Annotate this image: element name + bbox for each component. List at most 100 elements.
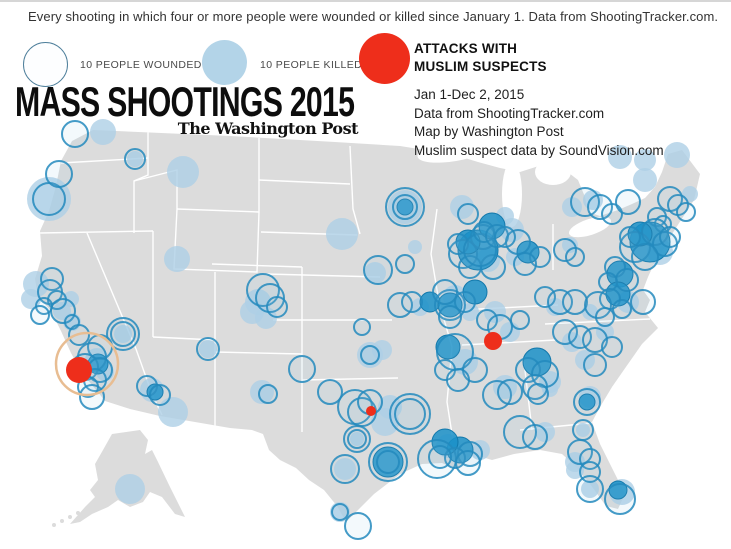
legend-muslim-circle <box>359 33 410 84</box>
shooting-bubble <box>587 194 613 220</box>
shooting-bubble <box>127 151 143 167</box>
shooting-bubble <box>634 149 656 171</box>
muslim-attack-dot <box>66 357 92 383</box>
state-borders <box>39 130 651 448</box>
shooting-bubble <box>570 187 600 217</box>
legend-killed-label: 10 PEOPLE KILLED <box>260 59 363 71</box>
shooting-bubble <box>50 298 76 324</box>
shooting-bubble <box>576 475 604 503</box>
shooting-bubble <box>457 203 479 225</box>
shooting-bubble <box>331 503 349 521</box>
shooting-bubble <box>612 299 632 319</box>
shooting-bubble <box>446 368 470 392</box>
shooting-bubble <box>110 321 136 347</box>
shooting-bubble <box>392 194 418 220</box>
shooting-bubble <box>164 246 190 272</box>
shooting-bubble <box>494 226 516 248</box>
legend-muslim-label: ATTACKS WITH MUSLIM SUSPECTS <box>414 41 547 74</box>
shooting-bubble <box>199 340 217 358</box>
shooting-bubble <box>149 384 171 406</box>
credit-line: Muslim suspect data by SoundVision.com <box>414 142 664 158</box>
shooting-bubble <box>583 353 607 377</box>
muslim-attack-dot <box>366 406 376 416</box>
shooting-bubble <box>30 305 50 325</box>
shooting-bubble <box>368 442 408 482</box>
shooting-bubble <box>615 189 641 215</box>
shooting-bubble <box>394 398 426 430</box>
shooting-bubble <box>470 440 490 460</box>
shooting-bubble <box>385 187 425 227</box>
shooting-bubble <box>476 309 498 331</box>
shooting-bubble <box>547 289 573 315</box>
shooting-bubble <box>448 239 478 269</box>
shooting-bubble <box>396 198 414 216</box>
shooting-bubble <box>473 221 495 243</box>
shooting-bubble <box>534 286 556 308</box>
shooting-bubble <box>581 480 599 498</box>
shooting-bubble <box>124 148 146 170</box>
shooting-bubble <box>45 160 73 188</box>
shooting-bubble <box>266 296 288 318</box>
shooting-bubble <box>364 262 386 284</box>
shooting-bubble <box>510 310 530 330</box>
shooting-bubble <box>630 289 656 315</box>
shooting-bubble <box>601 336 623 358</box>
shooting-bubble <box>438 305 462 329</box>
shooting-bubble <box>546 298 564 316</box>
shooting-bubble <box>458 255 482 279</box>
shooting-bubble <box>455 450 481 476</box>
shooting-bubble <box>363 255 393 285</box>
top-note: Every shooting in which four or more peo… <box>28 9 719 24</box>
shooting-bubble <box>372 340 392 360</box>
shooting-bubble <box>326 218 358 250</box>
shooting-bubble <box>167 156 199 188</box>
washington-post-logo: The Washington Post <box>177 119 359 138</box>
shooting-bubble <box>255 283 285 313</box>
shooting-bubble <box>565 247 585 267</box>
shooting-bubble <box>258 384 278 404</box>
great-lakes <box>417 137 636 238</box>
shooting-bubble <box>595 307 615 327</box>
credits-block: Jan 1-Dec 2, 2015 Data from ShootingTrac… <box>414 86 664 160</box>
shooting-bubble <box>582 327 608 353</box>
shooting-bubble <box>562 289 588 315</box>
shooting-bubble <box>114 325 132 343</box>
shooting-bubble <box>522 424 548 450</box>
shooting-bubble <box>497 379 523 405</box>
shooting-bubble <box>573 388 601 416</box>
shooting-bubble <box>578 393 596 411</box>
shooting-bubble <box>196 337 220 361</box>
shooting-bubble <box>90 119 116 145</box>
shooting-bubble <box>334 458 356 480</box>
shooting-bubble <box>63 291 79 307</box>
san-bernardino-highlight-ring <box>54 331 120 397</box>
shooting-bubble <box>376 450 400 474</box>
alaska-landmass <box>52 430 185 527</box>
shooting-bubble <box>608 145 632 169</box>
shooting-bubble <box>454 291 476 313</box>
credit-line: Map by Washington Post <box>414 124 564 139</box>
page-title: MASS SHOOTINGS 2015 <box>15 78 355 125</box>
shooting-bubble <box>584 291 612 319</box>
shooting-bubble <box>115 474 145 504</box>
shooting-bubble <box>79 384 105 410</box>
shooting-bubble <box>552 319 578 345</box>
shooting-bubble <box>61 120 89 148</box>
shooting-bubble <box>40 267 64 291</box>
shooting-bubble <box>360 345 380 365</box>
shooting-bubble <box>408 240 422 254</box>
shooting-bubble <box>503 415 537 449</box>
shooting-bubble <box>633 168 657 192</box>
shooting-bubble <box>317 379 343 405</box>
shooting-bubble <box>344 512 372 540</box>
shooting-bubble <box>676 202 696 222</box>
legend-wounded-circle <box>23 42 68 87</box>
shooting-bubble <box>330 454 360 484</box>
shooting-bubble <box>601 203 623 225</box>
shooting-bubble <box>371 408 399 436</box>
legend-killed-circle <box>202 40 247 85</box>
shooting-bubble <box>664 142 690 168</box>
shooting-bubble <box>604 483 636 515</box>
shooting-bubble <box>428 445 452 469</box>
